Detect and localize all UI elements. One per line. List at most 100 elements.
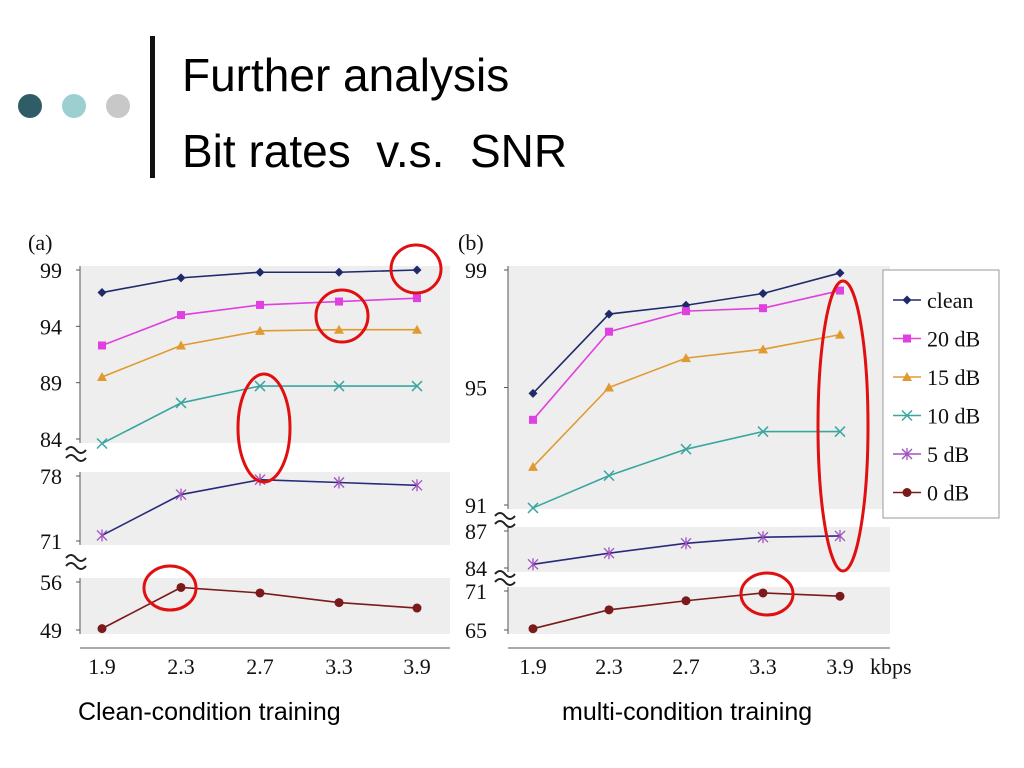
x-tick-label: 2.3 [167,654,195,679]
x-tick-label: 2.3 [595,654,623,679]
data-point [411,380,423,392]
data-point [834,529,846,542]
highlight-circle [389,243,443,295]
data-point [176,582,186,592]
data-point-stroke2 [333,380,345,392]
y-tick-label: 84 [465,556,487,581]
series-clean [97,265,422,298]
data-point [255,267,265,277]
y-tick-label: 65 [465,618,487,643]
highlight-circle [816,279,870,573]
y-tick-label: 87 [465,519,487,544]
plot-band [508,527,890,572]
panel-label: (a) [28,230,52,255]
data-point [412,324,422,334]
data-point [682,307,690,316]
data-point [334,324,344,334]
highlight-annotations [142,243,870,617]
data-point [411,479,423,492]
data-point [529,415,537,424]
y-tick-label: 89 [40,371,62,396]
legend-marker-stroke2 [901,409,913,422]
highlight-circle [739,571,795,617]
data-point [758,588,768,598]
data-point [176,340,186,350]
data-point [527,558,539,571]
x-axis-label: kbps [870,654,912,679]
legend-label: 20 dB [927,327,980,352]
data-point [335,297,343,306]
legend-label: 0 dB [927,481,969,506]
axis-break-wave1 [494,512,516,520]
y-tick-label: 99 [40,258,62,283]
legend-label: 10 dB [927,404,980,429]
series-0-dB [528,588,845,634]
y-tick-label: 84 [40,427,62,452]
x-tick-label: 2.7 [672,654,700,679]
x-tick-label: 3.9 [403,654,431,679]
legend-marker [902,372,912,381]
plot-band [508,266,890,509]
data-point-stroke2 [175,397,187,409]
y-tick-label: 56 [40,570,62,595]
legend-marker [901,409,913,422]
axis-break-wave1 [65,446,87,454]
data-point [96,437,108,450]
data-point [758,289,768,298]
legend-label: 5 dB [927,442,969,467]
data-point [834,426,846,438]
data-point [255,325,265,335]
title-accent-bar [150,36,155,178]
series-5-dB [96,473,423,542]
y-tick-label: 71 [40,529,62,554]
axis-break-wave2 [65,454,87,462]
data-point [333,380,345,392]
legend-label: 15 dB [927,365,980,390]
data-point [97,288,107,298]
highlight-circle [314,288,370,344]
data-point-stroke2 [96,437,108,450]
data-point [334,598,344,608]
y-tick-label: 71 [465,579,487,604]
y-tick-label: 94 [40,314,62,339]
data-point [680,443,692,455]
data-point [528,624,538,634]
highlight-circle [142,564,198,612]
legend-marker [901,448,913,460]
slide-title-line1: Further analysis [182,49,510,101]
series-5-dB [527,529,846,571]
plot-band [80,266,450,443]
x-tick-label: 3.3 [749,654,777,679]
data-point [176,273,186,283]
slide-title-line2: Bit rates v.s. SNR [182,125,568,177]
data-point [681,596,691,606]
x-tick-label: 3.9 [826,654,854,679]
series-15-dB [528,329,845,471]
data-point [604,382,614,392]
data-point-stroke2 [757,426,769,438]
data-point [758,344,768,354]
data-point [604,605,614,615]
data-point [836,286,844,295]
series-0-dB [97,582,422,634]
series-20-dB [529,286,844,424]
axis-break-wave2 [65,562,87,570]
data-point [96,529,108,542]
panel-label: (b) [458,230,484,255]
data-point [681,353,691,363]
x-tick-label: 1.9 [88,654,116,679]
data-point [603,547,615,560]
data-point [527,502,539,514]
axis-break-wave2 [494,578,516,586]
series-clean [528,268,845,398]
caption-left: Clean-condition training [78,698,341,726]
data-point [177,311,185,320]
data-point-stroke2 [411,380,423,392]
data-point [603,470,615,482]
data-point [175,488,187,501]
data-point [97,372,107,382]
data-point [98,341,106,350]
data-point-stroke2 [527,502,539,514]
